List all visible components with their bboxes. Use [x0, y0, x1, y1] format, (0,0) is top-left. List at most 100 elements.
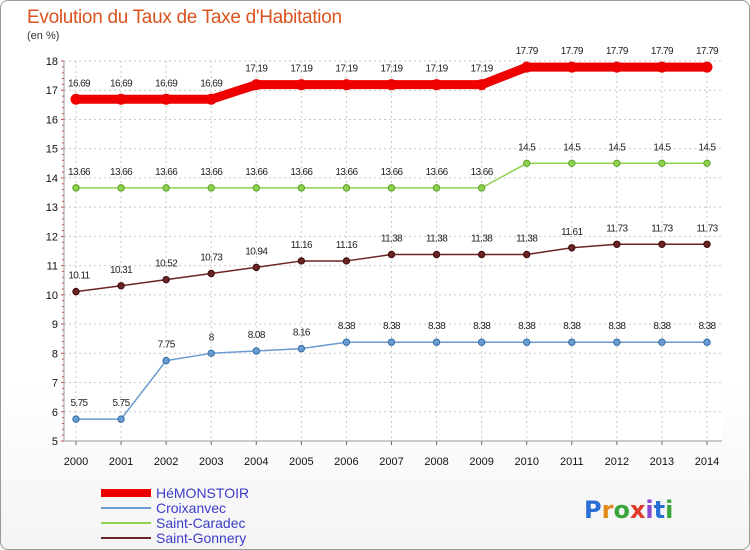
data-label: 10.11: [68, 271, 90, 282]
data-label: 8.38: [338, 321, 356, 332]
data-point: [658, 159, 666, 168]
x-tick-label: 2006: [334, 456, 358, 468]
data-point: [611, 61, 623, 73]
x-tick-label: 2001: [109, 456, 133, 468]
data-label: 8.38: [563, 321, 581, 332]
x-tick-label: 2014: [695, 456, 719, 468]
data-point: [523, 338, 531, 346]
data-label: 17.19: [245, 64, 268, 75]
proxiti-logo: Proxiti: [584, 496, 673, 524]
data-point: [613, 338, 621, 346]
data-point: [117, 415, 125, 423]
data-point: [117, 184, 125, 192]
x-tick-label: 2007: [379, 456, 403, 468]
data-label: 13.66: [155, 167, 178, 178]
data-point: [703, 240, 711, 248]
chart-axes: 5 6 7 8 9 10 11 12 13 14 15 16 17 18 2000 2001 2002 2003 2…: [46, 56, 722, 468]
data-label: 5.75: [70, 398, 88, 409]
x-tick-label: 2012: [605, 456, 629, 468]
data-point: [70, 93, 82, 105]
data-label: 17.79: [606, 46, 629, 57]
data-label: 13.66: [471, 167, 494, 178]
data-label: 14.5: [518, 142, 536, 153]
data-label: 8.16: [293, 328, 311, 339]
data-point: [342, 257, 351, 265]
data-label: 17.79: [696, 46, 719, 57]
data-point: [431, 79, 443, 91]
data-point: [703, 338, 711, 346]
data-label: 17.19: [471, 64, 494, 75]
data-point: [703, 159, 711, 168]
data-label: 11.38: [381, 234, 403, 245]
x-tick-label: 2002: [154, 456, 178, 468]
x-tick-label: 2003: [199, 456, 223, 468]
y-tick-label: 5: [52, 436, 58, 448]
x-tick-label: 2004: [244, 456, 268, 468]
data-point: [432, 184, 441, 192]
data-label: 13.66: [290, 167, 313, 178]
data-point: [521, 61, 533, 73]
data-label: 13.66: [68, 167, 91, 178]
x-tick-label: 2013: [650, 456, 674, 468]
data-label: 10.94: [245, 246, 268, 257]
data-label: 13.66: [245, 167, 268, 178]
data-label: 17.19: [290, 64, 313, 75]
data-point: [205, 93, 217, 105]
data-label: 8.38: [518, 321, 536, 332]
data-point: [72, 415, 80, 423]
data-point: [656, 61, 668, 73]
data-label: 16.69: [155, 78, 178, 89]
data-label: 8: [209, 332, 215, 343]
data-label: 17.19: [335, 64, 358, 75]
data-point: [387, 338, 396, 346]
data-label: 13.66: [380, 167, 403, 178]
data-point: [432, 338, 441, 346]
data-point: [162, 184, 170, 192]
plot-area: [64, 61, 722, 441]
data-label: 11.16: [336, 240, 358, 251]
chart-legend: HéMONSTOIRCroixanvecSaint-CaradecSaint-G…: [101, 485, 249, 546]
data-label: 14.5: [653, 142, 671, 153]
y-tick-label: 16: [46, 114, 58, 126]
data-point: [207, 349, 215, 358]
y-tick-label: 6: [52, 407, 58, 419]
data-point: [658, 338, 666, 346]
data-label: 8.38: [653, 321, 671, 332]
chart-title: Evolution du Taux de Taxe d'Habitation: [27, 7, 342, 28]
data-label: 17.19: [380, 64, 403, 75]
data-label: 13.66: [200, 167, 223, 178]
chart-grid: [64, 60, 722, 441]
data-label: 5.75: [113, 398, 131, 409]
data-label: 8.38: [383, 321, 401, 332]
data-point: [297, 344, 306, 353]
data-label: 8.38: [473, 321, 491, 332]
data-point: [477, 250, 486, 259]
data-point: [295, 79, 307, 91]
data-label: 13.66: [335, 167, 358, 178]
data-point: [476, 79, 488, 91]
data-point: [387, 184, 396, 192]
y-tick-label: 9: [52, 319, 58, 331]
y-tick-label: 10: [46, 290, 58, 302]
data-point: [613, 240, 621, 248]
legend-label: HéMONSTOIR: [156, 485, 249, 501]
data-point: [386, 79, 397, 91]
y-tick-label: 14: [46, 173, 58, 185]
data-label: 11.16: [291, 240, 313, 251]
data-point: [115, 93, 127, 105]
data-label: 10.73: [200, 253, 223, 264]
y-tick-label: 17: [46, 85, 58, 97]
y-tick-label: 18: [46, 56, 58, 68]
data-point: [477, 184, 486, 192]
data-label: 16.69: [110, 78, 133, 89]
data-point: [162, 275, 170, 284]
data-label: 13.66: [426, 167, 449, 178]
data-point: [701, 61, 713, 73]
data-point: [297, 184, 306, 192]
data-point: [72, 287, 80, 296]
y-tick-label: 15: [46, 144, 58, 156]
x-tick-label: 2010: [514, 456, 538, 468]
data-point: [568, 159, 576, 168]
